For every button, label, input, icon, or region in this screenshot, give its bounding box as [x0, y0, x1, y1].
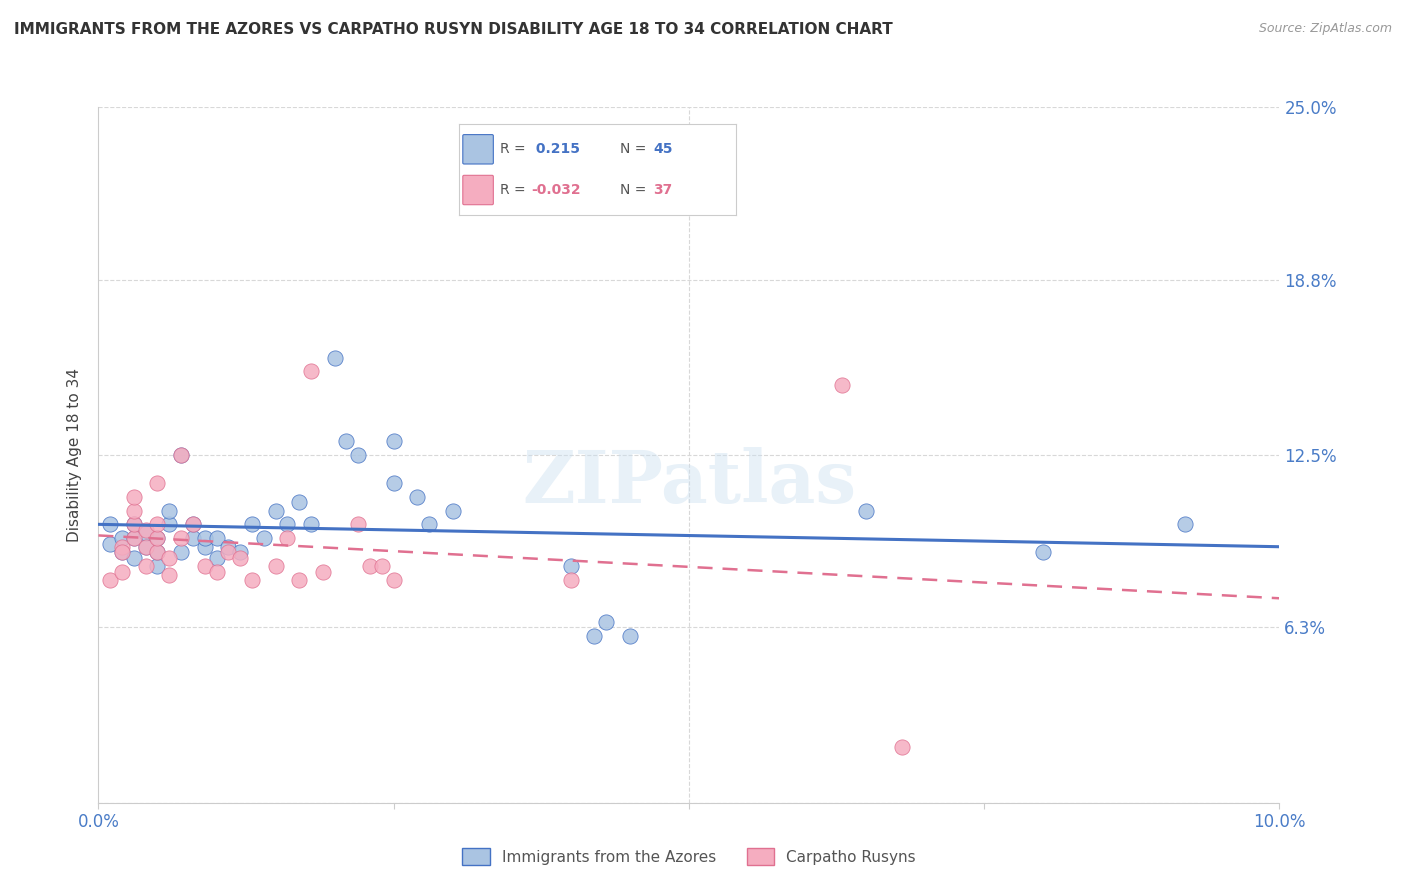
- Point: [146, 532, 169, 546]
- Text: Source: ZipAtlas.com: Source: ZipAtlas.com: [1258, 22, 1392, 36]
- Point: [560, 559, 582, 574]
- Point: [170, 448, 193, 462]
- Point: [347, 517, 370, 532]
- Point: [288, 495, 311, 509]
- Point: [122, 532, 145, 546]
- Point: [264, 503, 287, 517]
- Point: [170, 448, 193, 462]
- Point: [264, 559, 287, 574]
- Point: [111, 540, 134, 554]
- Point: [371, 559, 394, 574]
- Point: [122, 517, 145, 532]
- Point: [146, 545, 169, 559]
- Point: [583, 629, 606, 643]
- Point: [194, 540, 217, 554]
- Point: [406, 490, 429, 504]
- Legend: Immigrants from the Azores, Carpatho Rusyns: Immigrants from the Azores, Carpatho Rus…: [463, 848, 915, 864]
- Point: [146, 517, 169, 532]
- Point: [1174, 517, 1197, 532]
- Point: [240, 573, 263, 587]
- Point: [98, 537, 121, 551]
- Point: [619, 629, 641, 643]
- Point: [98, 573, 121, 587]
- Point: [240, 517, 263, 532]
- Point: [382, 475, 405, 490]
- Point: [135, 525, 157, 540]
- Point: [181, 532, 204, 546]
- Point: [276, 517, 298, 532]
- Point: [146, 532, 169, 546]
- Point: [135, 523, 157, 537]
- Point: [831, 378, 853, 392]
- Text: IMMIGRANTS FROM THE AZORES VS CARPATHO RUSYN DISABILITY AGE 18 TO 34 CORRELATION: IMMIGRANTS FROM THE AZORES VS CARPATHO R…: [14, 22, 893, 37]
- Point: [111, 545, 134, 559]
- Point: [276, 532, 298, 546]
- Point: [135, 559, 157, 574]
- Point: [111, 545, 134, 559]
- Point: [98, 517, 121, 532]
- Point: [205, 532, 228, 546]
- Point: [146, 475, 169, 490]
- Point: [135, 540, 157, 554]
- Point: [312, 565, 335, 579]
- Point: [194, 532, 217, 546]
- Point: [122, 532, 145, 546]
- Point: [217, 545, 239, 559]
- Point: [359, 559, 381, 574]
- Point: [253, 532, 276, 546]
- Point: [157, 567, 180, 582]
- Point: [205, 565, 228, 579]
- Point: [229, 550, 252, 565]
- Point: [217, 540, 239, 554]
- Point: [111, 532, 134, 546]
- Point: [122, 503, 145, 517]
- Point: [1032, 545, 1054, 559]
- Point: [170, 545, 193, 559]
- Text: ZIPatlas: ZIPatlas: [522, 447, 856, 518]
- Point: [382, 573, 405, 587]
- Point: [157, 550, 180, 565]
- Point: [560, 573, 582, 587]
- Point: [122, 517, 145, 532]
- Point: [229, 545, 252, 559]
- Point: [418, 517, 440, 532]
- Point: [205, 550, 228, 565]
- Point: [335, 434, 357, 448]
- Point: [855, 503, 877, 517]
- Point: [299, 517, 322, 532]
- Point: [323, 351, 346, 365]
- Point: [194, 559, 217, 574]
- Point: [170, 532, 193, 546]
- Point: [181, 517, 204, 532]
- Point: [157, 503, 180, 517]
- Point: [288, 573, 311, 587]
- Point: [181, 517, 204, 532]
- Y-axis label: Disability Age 18 to 34: Disability Age 18 to 34: [67, 368, 83, 542]
- Point: [111, 565, 134, 579]
- Point: [347, 448, 370, 462]
- Point: [135, 540, 157, 554]
- Point: [595, 615, 617, 629]
- Point: [441, 503, 464, 517]
- Point: [122, 550, 145, 565]
- Point: [157, 517, 180, 532]
- Point: [299, 364, 322, 378]
- Point: [122, 490, 145, 504]
- Point: [382, 434, 405, 448]
- Point: [146, 545, 169, 559]
- Point: [890, 740, 912, 755]
- Point: [146, 559, 169, 574]
